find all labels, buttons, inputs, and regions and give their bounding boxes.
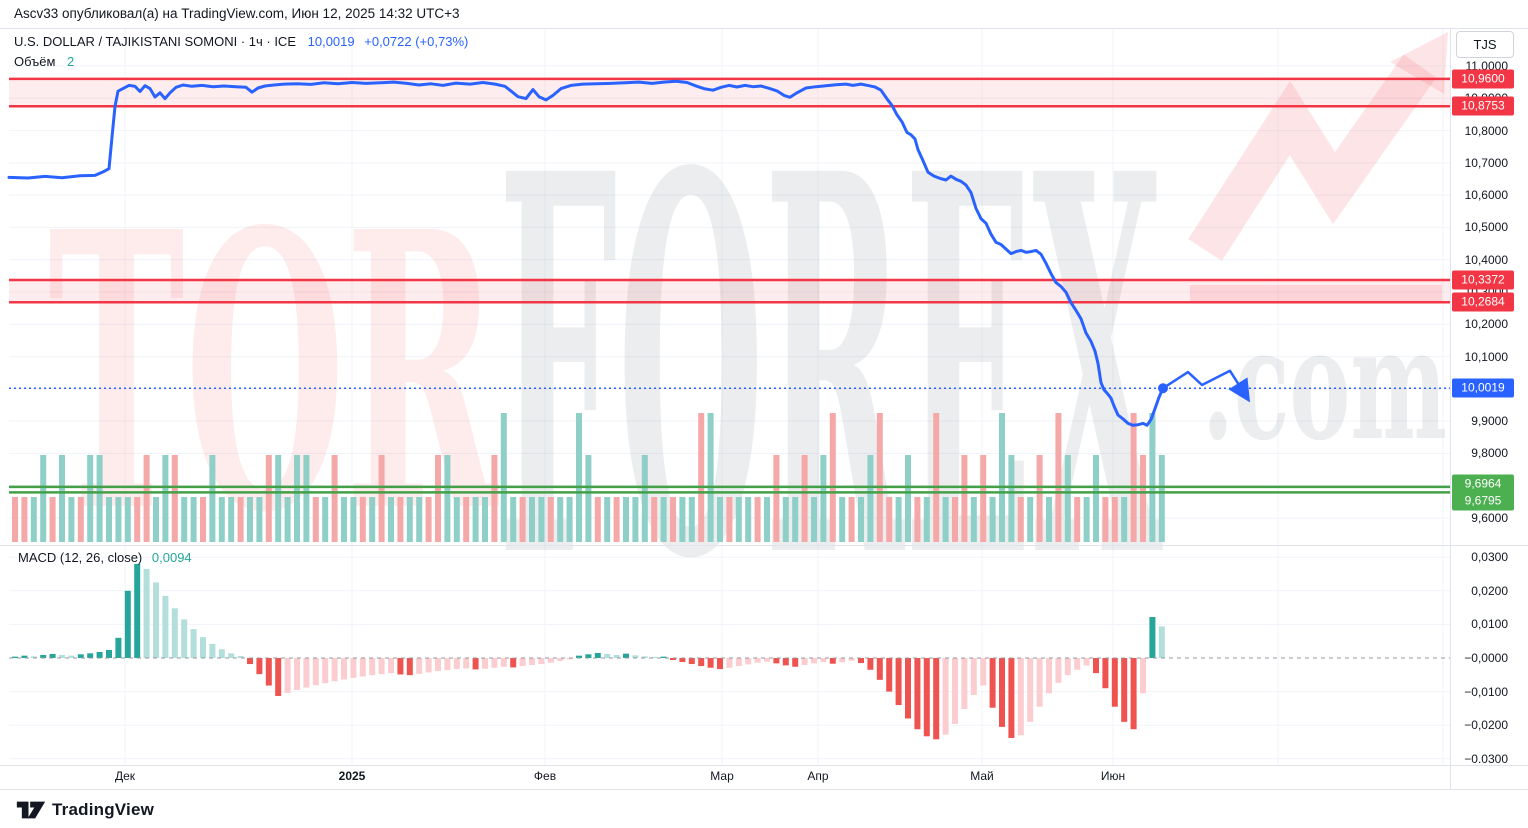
publish-text: Ascv33 опубликовал(а) на TradingView.com…	[14, 6, 460, 21]
watermark-underline	[1190, 285, 1442, 301]
watermark-text-tor: TOR	[48, 149, 500, 596]
tradingview-brand-text: TradingView	[52, 800, 155, 819]
macd-value: 0,0094	[151, 550, 192, 565]
resistance-price-badge: 10,9600	[1452, 69, 1514, 89]
time-tick-label: Фев	[533, 769, 557, 783]
level-lines[interactable]	[9, 77, 1450, 494]
current-price-badge: 10,0019	[1452, 378, 1514, 398]
watermark-text-forex: FOREX	[498, 62, 1164, 673]
time-tick-label: Июн	[1100, 769, 1126, 783]
time-tick-label: 2025	[338, 769, 366, 783]
symbol-legend[interactable]: U.S. DOLLAR / TAJIKISTANI SOMONI · 1ч · …	[14, 34, 468, 49]
macd-tick-label: 0,0100	[1471, 617, 1508, 632]
grid-lines	[9, 28, 1450, 765]
support-price-badge: 9,6964	[1452, 474, 1514, 494]
publish-bar: Ascv33 опубликовал(а) на TradingView.com…	[14, 6, 460, 21]
price-tick-label: 9,9000	[1471, 414, 1508, 429]
macd-tick-label: −0,0100	[1464, 684, 1508, 699]
resistance-price-badge: 10,2684	[1452, 292, 1514, 312]
volume-value: 2	[67, 54, 75, 69]
symbol-title: U.S. DOLLAR / TAJIKISTANI SOMONI · 1ч · …	[14, 34, 296, 49]
macd-tick-label: −0,0000	[1464, 651, 1508, 665]
macd-tick-label: −0,0200	[1464, 718, 1508, 733]
pane-border-top	[0, 28, 1528, 29]
price-tick-label: 9,8000	[1471, 446, 1508, 461]
currency-toggle-button[interactable]: TJS	[1456, 31, 1514, 58]
price-tick-label: 10,6000	[1464, 188, 1508, 203]
support-price-badge: 9,6795	[1452, 491, 1514, 511]
macd-legend[interactable]: MACD (12, 26, close) 0,0094	[18, 550, 192, 565]
price-tick-label: 10,8000	[1464, 123, 1508, 138]
price-tick-label: 10,5000	[1464, 220, 1508, 235]
resistance-price-badge: 10,8753	[1452, 96, 1514, 116]
volume-bars	[12, 413, 1165, 542]
projection-arrow[interactable]	[1162, 369, 1251, 403]
price-tick-label: 9,6000	[1471, 511, 1508, 525]
watermark: TOR FOREX .com	[48, 32, 1448, 673]
price-zones	[9, 78, 1450, 303]
price-tick-label: 10,1000	[1464, 349, 1508, 364]
macd-label: MACD (12, 26, close)	[18, 550, 143, 565]
time-tick-label: Мар	[710, 769, 734, 783]
macd-tick-label: 0,0300	[1471, 550, 1508, 565]
pane-separator[interactable]	[0, 545, 1528, 546]
time-axis-border-bottom	[0, 789, 1528, 790]
price-axis-border	[1450, 28, 1451, 789]
time-axis-border-top	[0, 765, 1528, 766]
time-tick-label: Дек	[114, 769, 136, 783]
tradingview-logo-icon	[16, 801, 46, 819]
time-tick-label: Апр	[807, 769, 829, 783]
price-change: +0,0722 (+0,73%)	[364, 34, 469, 49]
macd-tick-label: 0,0200	[1471, 583, 1508, 598]
price-tick-label: 10,7000	[1464, 155, 1508, 170]
macd-histogram	[9, 563, 1450, 740]
time-tick-label: Май	[970, 769, 994, 783]
price-tick-label: 10,2000	[1464, 317, 1508, 332]
volume-legend[interactable]: Объём 2	[14, 54, 74, 69]
macd-tick-label: −0.0300	[1464, 751, 1508, 766]
watermark-arrow-icon	[1188, 54, 1437, 261]
price-tick-label: 10,4000	[1464, 252, 1508, 267]
tradingview-footer[interactable]: TradingView	[16, 799, 154, 821]
resistance-price-badge: 10,3372	[1452, 270, 1514, 290]
last-price: 10,0019	[307, 34, 355, 49]
volume-label: Объём	[14, 54, 56, 69]
